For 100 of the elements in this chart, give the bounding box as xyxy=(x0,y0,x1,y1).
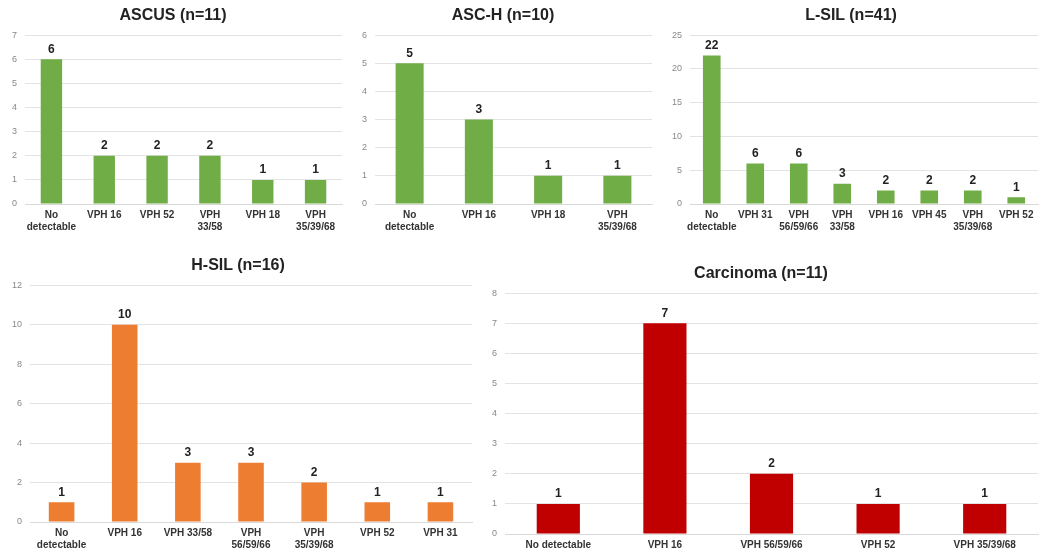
y-tick-label: 8 xyxy=(17,358,23,369)
y-tick-label: 1 xyxy=(361,170,368,181)
bar xyxy=(749,473,794,534)
y-tick-label: 5 xyxy=(361,57,368,68)
x-tick-label: VPH 35/39/68 xyxy=(953,538,1017,550)
bar xyxy=(146,155,168,204)
bar xyxy=(1007,197,1026,204)
data-label: 2 xyxy=(153,138,161,153)
y-tick-label: 10 xyxy=(672,130,683,141)
y-tick-label: 4 xyxy=(17,437,23,448)
y-tick-label: 7 xyxy=(491,317,498,328)
y-tick-label: 10 xyxy=(12,319,23,330)
x-tick-label: VPH 16 xyxy=(107,526,143,538)
chart-title: L-SIL (n=41) xyxy=(805,6,897,24)
data-label: 7 xyxy=(661,305,669,320)
x-tick-label: VPH 56/59/66 xyxy=(231,526,271,550)
data-label: 3 xyxy=(475,101,483,116)
data-label: 1 xyxy=(58,484,66,499)
y-tick-label: 0 xyxy=(677,198,683,209)
y-tick-label: 2 xyxy=(11,150,18,161)
chart-title: H-SIL (n=16) xyxy=(191,256,285,274)
bar xyxy=(963,503,1007,534)
y-tick-label: 2 xyxy=(17,477,23,488)
x-tick-label: VPH 31 xyxy=(738,208,773,220)
data-label: 1 xyxy=(981,486,989,501)
y-tick-label: 6 xyxy=(491,347,498,358)
y-tick-label: 12 xyxy=(12,279,23,290)
chart-title: ASCUS (n=11) xyxy=(119,6,227,24)
y-tick-label: 4 xyxy=(491,408,498,419)
y-tick-label: 5 xyxy=(491,377,498,388)
bar xyxy=(536,503,580,534)
bar xyxy=(920,190,939,204)
x-tick-label: VPH 35/39/68 xyxy=(953,208,993,232)
x-tick-label: VPH 45 xyxy=(912,208,947,220)
data-label: 22 xyxy=(705,37,719,52)
data-label: 5 xyxy=(406,45,414,60)
data-label: 1 xyxy=(874,486,882,501)
y-tick-label: 8 xyxy=(491,287,498,298)
y-tick-label: 20 xyxy=(672,63,683,74)
x-tick-label: No detectable xyxy=(26,208,77,232)
y-tick-label: 7 xyxy=(11,29,18,40)
bar xyxy=(789,163,808,204)
bar xyxy=(175,462,201,522)
data-label: 2 xyxy=(310,464,318,479)
x-tick-label: No detectable xyxy=(687,208,737,232)
chart-title: Carcinoma (n=11) xyxy=(694,264,828,282)
y-tick-label: 6 xyxy=(361,29,368,40)
x-tick-label: VPH 56/59/66 xyxy=(740,538,804,550)
y-tick-label: 0 xyxy=(17,516,23,527)
y-tick-label: 0 xyxy=(491,528,498,539)
y-tick-label: 1 xyxy=(491,498,498,509)
x-tick-label: VPH 33/58 xyxy=(163,526,213,538)
bar xyxy=(199,155,221,204)
x-tick-label: VPH 52 xyxy=(860,538,896,550)
bar xyxy=(427,502,454,522)
bar xyxy=(464,119,493,204)
x-tick-label: VPH 52 xyxy=(139,208,175,220)
x-tick-label: VPH 33/58 xyxy=(197,208,223,232)
y-tick-label: 1 xyxy=(11,174,18,185)
data-label: 3 xyxy=(247,445,255,460)
y-tick-label: 0 xyxy=(361,198,368,209)
bar xyxy=(856,503,900,534)
x-tick-label: VPH 18 xyxy=(245,208,281,220)
bar xyxy=(395,63,424,204)
bar xyxy=(643,323,687,534)
data-label: 1 xyxy=(312,162,320,177)
data-label: 6 xyxy=(795,145,803,160)
x-tick-label: VPH 16 xyxy=(461,208,497,220)
bar xyxy=(48,502,75,522)
data-label: 2 xyxy=(768,456,776,471)
x-tick-label: No detectable xyxy=(525,538,592,550)
bar xyxy=(111,324,138,522)
y-tick-label: 25 xyxy=(672,29,683,40)
x-tick-label: VPH 16 xyxy=(87,208,122,220)
x-tick-label: VPH 35/39/68 xyxy=(294,526,335,550)
x-tick-label: VPH 56/59/66 xyxy=(779,208,819,232)
data-label: 10 xyxy=(118,306,132,321)
y-tick-label: 6 xyxy=(11,53,18,64)
data-label: 1 xyxy=(544,158,552,173)
y-tick-label: 2 xyxy=(491,468,498,479)
data-label: 1 xyxy=(259,162,267,177)
data-label: 1 xyxy=(1012,179,1020,194)
x-tick-label: No detectable xyxy=(384,208,435,232)
x-tick-label: VPH 52 xyxy=(999,208,1034,220)
bar xyxy=(746,163,765,204)
x-tick-label: VPH 33/58 xyxy=(829,208,856,232)
data-label: 6 xyxy=(48,41,56,56)
data-label: 2 xyxy=(969,172,977,187)
bar xyxy=(833,183,852,204)
y-tick-label: 3 xyxy=(11,126,18,137)
y-tick-label: 4 xyxy=(11,102,18,113)
data-label: 2 xyxy=(882,172,890,187)
x-tick-label: VPH 16 xyxy=(647,538,683,550)
bar xyxy=(238,462,264,522)
x-tick-label: No detectable xyxy=(36,526,87,550)
data-label: 2 xyxy=(206,138,214,153)
x-tick-label: VPH 52 xyxy=(360,526,395,538)
y-tick-label: 5 xyxy=(11,77,18,88)
x-tick-label: VPH 31 xyxy=(423,526,459,538)
y-tick-label: 15 xyxy=(672,97,683,108)
